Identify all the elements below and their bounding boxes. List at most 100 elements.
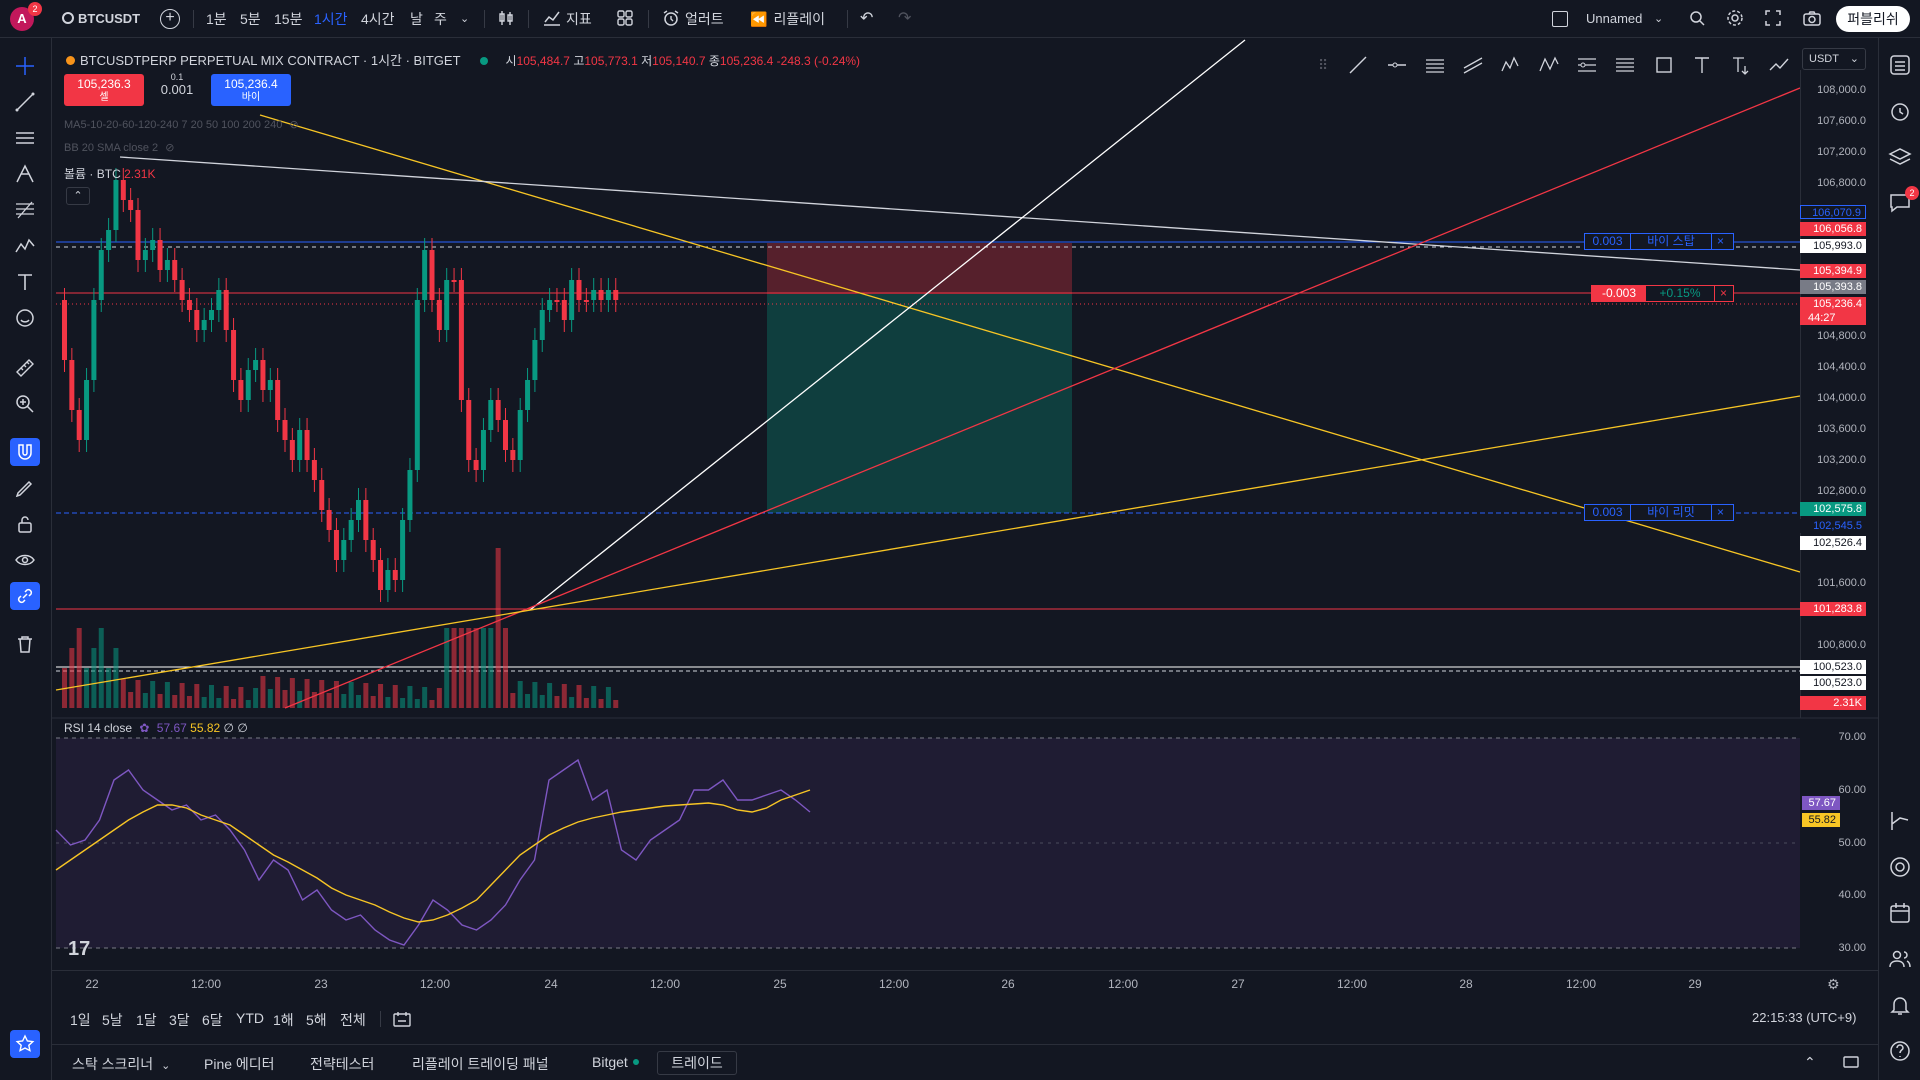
fullscreen-icon[interactable]	[1764, 9, 1782, 29]
settings-gear-icon[interactable]	[1726, 9, 1744, 29]
range-1d[interactable]: 1일	[70, 1012, 91, 1028]
quantity-field[interactable]: 0.1 0.001	[160, 72, 194, 97]
currency-select[interactable]: USDT ⌄	[1802, 48, 1866, 70]
range-6m[interactable]: 6달	[202, 1012, 223, 1028]
alert-button[interactable]: 얼러트	[661, 9, 724, 29]
draw-pattern-icon[interactable]	[1497, 52, 1525, 78]
buy-stop-order[interactable]: 0.003 바이 스탑 ×	[1584, 233, 1734, 250]
goto-date-icon[interactable]	[392, 1010, 412, 1031]
drag-handle-icon[interactable]: ⠿	[1318, 57, 1329, 73]
crosshair-icon[interactable]	[10, 52, 40, 80]
tab-replay-trading[interactable]: 리플레이 트레이딩 패널	[412, 1056, 549, 1072]
price-axis[interactable]	[1800, 70, 1878, 718]
interval-1h[interactable]: 1시간	[314, 11, 348, 27]
trash-icon[interactable]	[10, 630, 40, 658]
chevron-down-icon[interactable]: ⌄	[1654, 13, 1664, 25]
magnet-icon[interactable]	[10, 438, 40, 466]
interval-5m[interactable]: 5분	[240, 11, 261, 27]
publish-button[interactable]: 퍼블리쉬	[1836, 6, 1910, 32]
interval-15m[interactable]: 15분	[274, 11, 303, 27]
pitchfork-icon[interactable]	[10, 160, 40, 188]
layers-icon[interactable]	[1887, 144, 1913, 170]
camera-icon[interactable]	[1802, 9, 1822, 29]
watchlist-icon[interactable]	[1887, 52, 1913, 78]
trendline-red-up[interactable]	[284, 87, 1801, 709]
symbol-title[interactable]: BTCUSDTPERP PERPETUAL MIX CONTRACT · 1시간…	[80, 53, 461, 68]
eye-hidden-icon[interactable]: ⊘	[165, 142, 175, 154]
range-5y[interactable]: 5해	[306, 1012, 327, 1028]
link-icon[interactable]	[10, 582, 40, 610]
range-ytd[interactable]: YTD	[236, 1010, 264, 1026]
position-stop-zone[interactable]	[767, 243, 1072, 294]
trendline-yellow-up[interactable]	[55, 395, 1801, 691]
rsi-settings-icon[interactable]: ✿	[139, 721, 150, 735]
range-5d[interactable]: 5날	[102, 1012, 123, 1028]
range-3m[interactable]: 3달	[169, 1012, 190, 1028]
indicators-button[interactable]: 지표	[542, 9, 592, 29]
close-icon[interactable]: ×	[1711, 234, 1729, 249]
add-symbol-button[interactable]: +	[160, 9, 180, 29]
draw-fib-icon[interactable]	[1573, 52, 1601, 78]
tab-pine-editor[interactable]: Pine 에디터	[204, 1056, 275, 1072]
draw-parallel-icon[interactable]	[1459, 52, 1487, 78]
fib-icon[interactable]	[10, 196, 40, 224]
close-icon[interactable]: ×	[1714, 286, 1732, 301]
tab-trade[interactable]: 트레이드	[657, 1051, 737, 1075]
layout-checkbox[interactable]	[1552, 11, 1568, 27]
close-icon[interactable]: ×	[1711, 505, 1729, 520]
pencil-lock-icon[interactable]	[10, 474, 40, 502]
chevron-down-icon[interactable]: ⌄	[460, 13, 470, 25]
interval-day[interactable]: 날	[410, 11, 423, 27]
tab-strategy-tester[interactable]: 전략테스터	[310, 1056, 375, 1072]
layouts-grid-icon[interactable]	[616, 9, 634, 29]
interval-4h[interactable]: 4시간	[361, 11, 395, 27]
range-1m[interactable]: 1달	[136, 1012, 157, 1028]
interval-week[interactable]: 주	[434, 11, 447, 27]
quick-search-icon[interactable]	[1688, 9, 1706, 29]
horizontal-lines-icon[interactable]	[10, 124, 40, 152]
rsi-legend[interactable]: RSI 14 close ✿ 57.67 55.82 ∅ ∅	[64, 721, 248, 735]
redo-icon[interactable]: ↷	[898, 10, 912, 27]
range-all[interactable]: 전체	[340, 1012, 366, 1028]
tab-stock-screener[interactable]: 스탁 스크리너 ⌄	[72, 1056, 171, 1072]
trendline-white-up[interactable]	[529, 39, 1246, 611]
buy-limit-order[interactable]: 0.003 바이 리밋 ×	[1584, 504, 1734, 521]
draw-forecast-icon[interactable]	[1765, 52, 1793, 78]
replay-button[interactable]: ⏪ 리플레이	[750, 11, 825, 27]
volume-indicator-label[interactable]: 볼륨 · BTC 2.31K	[64, 167, 156, 181]
bb-indicator-label[interactable]: BB 20 SMA close 2 ⊘	[64, 142, 175, 154]
text-icon[interactable]	[10, 268, 40, 296]
draw-fib-ext-icon[interactable]	[1611, 52, 1639, 78]
eye-hidden-icon[interactable]: ⊘	[289, 119, 299, 131]
pine-icon[interactable]	[1887, 808, 1913, 834]
eye-icon[interactable]	[10, 546, 40, 574]
draw-line-icon[interactable]	[1344, 52, 1372, 78]
draw-rectangle-icon[interactable]	[1650, 52, 1678, 78]
position-order[interactable]: -0.003 +0.15% ×	[1591, 285, 1734, 302]
trend-line-icon[interactable]	[10, 88, 40, 116]
trendline-yellow-down[interactable]	[259, 114, 1801, 573]
interval-1m[interactable]: 1분	[206, 11, 227, 27]
symbol-search[interactable]: BTCUSDT	[62, 9, 140, 29]
watchlist-star-icon[interactable]	[10, 1030, 40, 1058]
maximize-panel-icon[interactable]	[1842, 1054, 1860, 1073]
calendar-icon[interactable]	[1887, 900, 1913, 926]
clock-timezone[interactable]: 22:15:33 (UTC+9)	[1752, 1010, 1857, 1025]
position-target-zone[interactable]	[767, 294, 1072, 513]
draw-note-icon[interactable]	[1727, 52, 1755, 78]
collapse-legend-button[interactable]: ⌃	[66, 187, 90, 205]
time-axis[interactable]	[52, 970, 1878, 1000]
axis-settings-gear-icon[interactable]: ⚙	[1827, 976, 1840, 992]
tab-bitget[interactable]: Bitget	[592, 1054, 639, 1070]
help-icon[interactable]	[1887, 1038, 1913, 1064]
draw-text-icon[interactable]	[1688, 52, 1716, 78]
sell-button[interactable]: 105,236.3 셀	[64, 74, 144, 106]
pattern-icon[interactable]	[10, 232, 40, 260]
undo-icon[interactable]: ↶	[860, 10, 874, 27]
zoom-in-icon[interactable]	[10, 390, 40, 418]
range-1y[interactable]: 1해	[273, 1012, 294, 1028]
price-chart[interactable]: 17	[52, 38, 1878, 1004]
draw-hray-icon[interactable]	[1383, 52, 1411, 78]
trendline-white-down[interactable]	[119, 156, 1801, 271]
target-icon[interactable]	[1887, 854, 1913, 880]
